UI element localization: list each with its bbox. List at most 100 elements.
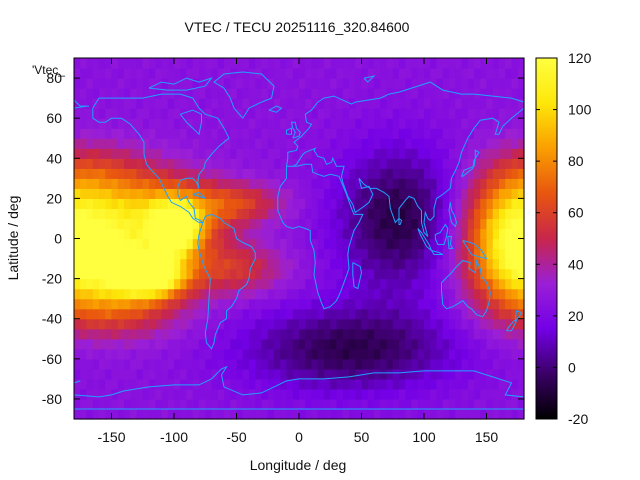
heatmap-cell	[74, 238, 81, 250]
heatmap-cell	[430, 148, 438, 159]
heatmap-cell	[317, 368, 325, 380]
heatmap-cell	[180, 268, 188, 280]
heatmap-cell	[299, 198, 306, 210]
heatmap-cell	[280, 168, 288, 179]
heatmap-cell	[124, 228, 131, 240]
heatmap-cell	[511, 278, 519, 290]
heatmap-cell	[261, 208, 269, 220]
heatmap-cell	[286, 238, 294, 250]
heatmap-cell	[417, 348, 425, 360]
heatmap-cell	[130, 398, 138, 410]
heatmap-cell	[511, 148, 519, 159]
heatmap-cell	[505, 288, 513, 300]
heatmap-cell	[455, 78, 463, 89]
heatmap-cell	[417, 298, 425, 310]
heatmap-cell	[361, 308, 369, 320]
heatmap-cell	[455, 338, 463, 350]
heatmap-cell	[249, 98, 256, 109]
heatmap-cell	[142, 268, 150, 280]
heatmap-cell	[380, 238, 388, 250]
heatmap-cell	[499, 238, 506, 250]
heatmap-cell	[255, 128, 263, 139]
heatmap-cell	[174, 118, 181, 129]
heatmap-cell	[461, 268, 469, 280]
heatmap-cell	[292, 158, 300, 169]
heatmap-cell	[199, 268, 206, 280]
heatmap-cell	[105, 358, 113, 370]
heatmap-cell	[124, 108, 131, 119]
heatmap-cell	[442, 98, 450, 109]
heatmap-cell	[161, 358, 169, 370]
heatmap-cell	[86, 98, 94, 109]
heatmap-cell	[99, 78, 106, 89]
heatmap-cell	[236, 198, 244, 210]
heatmap-cell	[186, 118, 194, 129]
heatmap-cell	[286, 148, 294, 159]
heatmap-cell	[86, 408, 94, 420]
heatmap-cell	[111, 408, 119, 420]
heatmap-cell	[380, 138, 388, 149]
heatmap-cell	[155, 128, 163, 139]
heatmap-cell	[392, 308, 400, 320]
heatmap-cell	[417, 228, 425, 240]
heatmap-cell	[392, 98, 400, 109]
heatmap-cell	[124, 338, 131, 350]
heatmap-cell	[317, 248, 325, 260]
heatmap-cell	[261, 308, 269, 320]
heatmap-cell	[342, 298, 350, 310]
heatmap-cell	[486, 318, 494, 330]
heatmap-cell	[417, 258, 425, 270]
heatmap-cell	[317, 348, 325, 360]
heatmap-cell	[130, 198, 138, 210]
heatmap-cell	[374, 138, 381, 149]
heatmap-cell	[361, 338, 369, 350]
heatmap-cell	[517, 358, 525, 370]
heatmap-cell	[217, 388, 225, 400]
heatmap-cell	[249, 208, 256, 220]
heatmap-cell	[361, 348, 369, 360]
heatmap-cell	[217, 348, 225, 360]
heatmap-cell	[374, 228, 381, 240]
heatmap-cell	[449, 258, 456, 270]
heatmap-cell	[367, 238, 375, 250]
heatmap-cell	[161, 258, 169, 270]
heatmap-cell	[124, 358, 131, 370]
heatmap-cell	[336, 408, 344, 420]
heatmap-cell	[342, 228, 350, 240]
heatmap-cell	[111, 398, 119, 410]
heatmap-cell	[511, 198, 519, 210]
heatmap-cell	[99, 88, 106, 99]
heatmap-cell	[380, 198, 388, 210]
heatmap-cell	[199, 378, 206, 390]
heatmap-cell	[149, 338, 156, 350]
heatmap-cell	[117, 408, 125, 420]
heatmap-cell	[161, 118, 169, 129]
heatmap-cell	[449, 128, 456, 139]
heatmap-cell	[505, 228, 513, 240]
heatmap-cell	[199, 148, 206, 159]
heatmap-cell	[274, 68, 281, 79]
heatmap-cell	[411, 318, 419, 330]
heatmap-cell	[311, 278, 319, 290]
heatmap-cell	[142, 348, 150, 360]
heatmap-cell	[174, 338, 181, 350]
heatmap-cell	[249, 278, 256, 290]
heatmap-cell	[449, 78, 456, 89]
heatmap-cell	[205, 68, 213, 79]
heatmap-cell	[342, 358, 350, 370]
heatmap-cell	[236, 238, 244, 250]
heatmap-cell	[367, 398, 375, 410]
heatmap-cell	[455, 248, 463, 260]
heatmap-cell	[511, 98, 519, 109]
heatmap-cell	[461, 388, 469, 400]
heatmap-cell	[355, 118, 363, 129]
heatmap-cell	[399, 178, 406, 189]
heatmap-cell	[336, 128, 344, 139]
heatmap-cell	[342, 218, 350, 230]
heatmap-cell	[136, 78, 144, 89]
heatmap-cell	[180, 248, 188, 260]
heatmap-cell	[330, 398, 338, 410]
heatmap-cell	[499, 58, 506, 69]
heatmap-cell	[199, 198, 206, 210]
heatmap-cell	[330, 108, 338, 119]
